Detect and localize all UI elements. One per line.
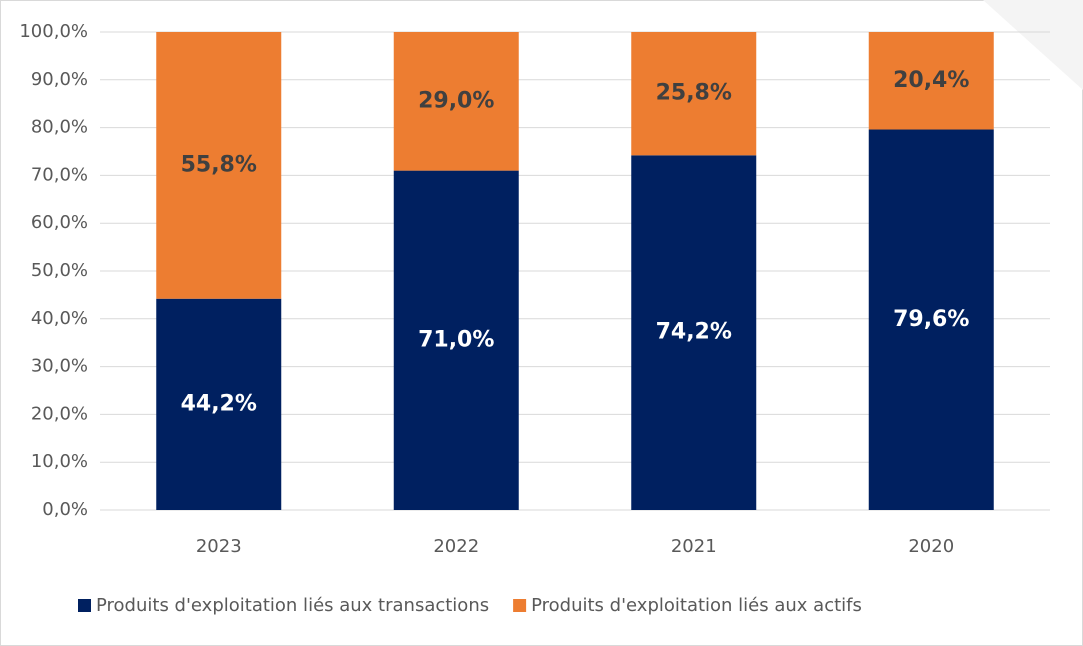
bar-segment	[393, 170, 519, 510]
bar-segment	[868, 32, 994, 130]
x-tick-label: 2021	[671, 536, 717, 557]
y-tick-label: 80,0%	[31, 117, 88, 138]
y-tick-label: 70,0%	[31, 164, 88, 185]
data-label: 55,8%	[181, 152, 257, 177]
data-label: 29,0%	[418, 88, 494, 113]
y-tick-label: 100,0%	[19, 21, 88, 42]
y-tick-label: 20,0%	[31, 403, 88, 424]
y-tick-label: 50,0%	[31, 260, 88, 281]
bar-segment	[156, 298, 282, 510]
data-label: 25,8%	[656, 81, 732, 106]
y-tick-label: 30,0%	[31, 356, 88, 377]
bar-segment	[631, 155, 757, 510]
y-tick-label: 40,0%	[31, 308, 88, 329]
legend-marker	[78, 599, 91, 612]
corner-decoration	[983, 0, 1083, 90]
legend-label: Produits d'exploitation liés aux transac…	[96, 595, 489, 616]
legend-marker	[513, 599, 527, 612]
data-label: 20,4%	[893, 68, 969, 93]
x-tick-label: 2023	[196, 536, 242, 557]
data-label: 74,2%	[656, 320, 732, 345]
legend-label: Produits d'exploitation liés aux actifs	[531, 595, 862, 616]
y-tick-label: 60,0%	[31, 212, 88, 233]
y-tick-label: 0,0%	[42, 499, 88, 520]
y-tick-label: 90,0%	[31, 69, 88, 90]
y-tick-label: 10,0%	[31, 451, 88, 472]
data-label: 79,6%	[893, 307, 969, 332]
bar-segment	[156, 32, 282, 299]
data-label: 44,2%	[181, 391, 257, 416]
x-tick-label: 2022	[433, 536, 479, 557]
bar-segment	[393, 32, 519, 171]
bar-segment	[868, 129, 994, 510]
data-label: 71,0%	[418, 327, 494, 352]
x-tick-label: 2020	[908, 536, 954, 557]
bar-segment	[631, 32, 757, 156]
